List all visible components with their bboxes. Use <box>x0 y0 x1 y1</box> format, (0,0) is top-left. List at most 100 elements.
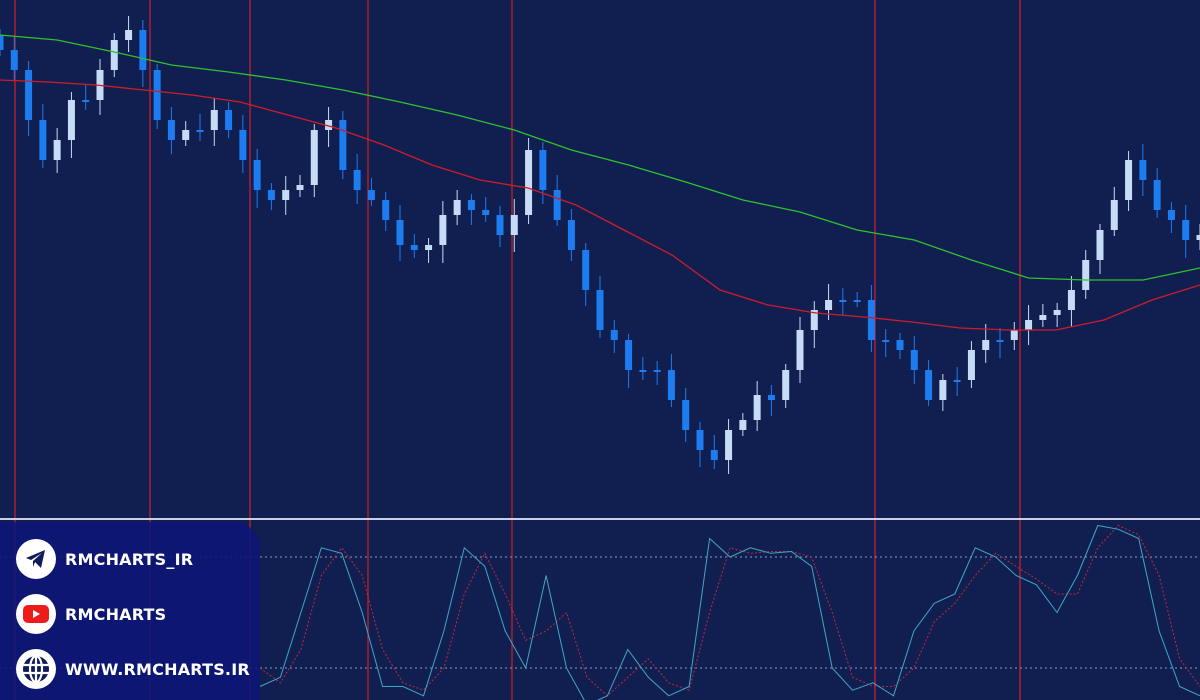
candle-body <box>1167 210 1175 220</box>
candle-body <box>167 120 175 140</box>
candle-body <box>1182 220 1190 240</box>
candle-body <box>782 370 790 400</box>
candle-body <box>25 70 33 120</box>
candle-body <box>796 330 804 370</box>
candle-body <box>996 340 1004 342</box>
candle-body <box>853 300 861 302</box>
candle-body <box>10 50 18 70</box>
candle-body <box>1082 260 1090 290</box>
candle-body <box>667 370 675 400</box>
youtube-icon <box>16 594 56 634</box>
candle-body <box>525 150 533 215</box>
candle-body <box>253 160 261 190</box>
candle-body <box>1053 310 1061 315</box>
candle-body <box>753 395 761 420</box>
candle-body <box>82 100 90 102</box>
candle-body <box>639 370 647 372</box>
candle-body <box>382 200 390 220</box>
candle-body <box>353 170 361 190</box>
youtube-label: RMCHARTS <box>65 604 167 624</box>
candle-body <box>225 110 233 130</box>
candle-body <box>1096 230 1104 260</box>
candle-body <box>582 250 590 290</box>
candle-body <box>282 190 290 200</box>
candle-body <box>267 190 275 200</box>
youtube-link[interactable]: RMCHARTS <box>16 594 166 634</box>
candle-body <box>1039 315 1047 320</box>
website-link[interactable]: WWW.RMCHARTS.IR <box>16 649 250 689</box>
candle-body <box>396 220 404 245</box>
candle-body <box>982 340 990 350</box>
candle-body <box>125 30 133 40</box>
candle-body <box>610 330 618 340</box>
candle-body <box>1139 160 1147 180</box>
candle-body <box>53 140 61 160</box>
candle-body <box>967 350 975 380</box>
candle-body <box>1196 235 1200 240</box>
candle-body <box>110 40 118 70</box>
candle-body <box>682 400 690 430</box>
candle-body <box>925 370 933 400</box>
candle-body <box>625 340 633 370</box>
candle-body <box>482 210 490 215</box>
candle-body <box>1067 290 1075 310</box>
candle-body <box>453 200 461 215</box>
candle-body <box>710 450 718 460</box>
telegram-label: RMCHARTS_IR <box>65 549 194 569</box>
candle-body <box>310 130 318 185</box>
candle-body <box>210 110 218 130</box>
candle-body <box>425 245 433 250</box>
candle-body <box>410 245 418 250</box>
candle-body <box>67 100 75 140</box>
candle-body <box>725 430 733 460</box>
candle-body <box>182 130 190 140</box>
candle-body <box>1025 320 1033 330</box>
candle-body <box>896 340 904 350</box>
candle-body <box>467 200 475 210</box>
candle-body <box>339 120 347 170</box>
candle-body <box>825 300 833 310</box>
telegram-link[interactable]: RMCHARTS_IR <box>16 539 193 579</box>
ma-fast-line <box>0 79 1200 331</box>
candle-body <box>910 350 918 370</box>
candles <box>0 16 1200 474</box>
candle-body <box>839 300 847 302</box>
candle-body <box>153 70 161 120</box>
candle-body <box>1153 180 1161 210</box>
candle-body <box>767 395 775 400</box>
session-separators <box>14 0 1021 700</box>
candle-body <box>1110 200 1118 230</box>
candle-body <box>239 130 247 160</box>
candle-body <box>953 380 961 382</box>
candle-body <box>653 370 661 372</box>
branding-panel: RMCHARTS_IR RMCHARTS WWW.RMCHARTS.IR <box>0 522 260 700</box>
candle-body <box>596 290 604 330</box>
candle-body <box>553 190 561 220</box>
candle-body <box>139 30 147 70</box>
ma-slow-line <box>0 34 1200 281</box>
candle-body <box>196 130 204 132</box>
candle-body <box>567 220 575 250</box>
candle-body <box>1125 160 1133 200</box>
candle-body <box>1010 330 1018 340</box>
candle-body <box>539 150 547 190</box>
candle-body <box>939 380 947 400</box>
candle-body <box>367 190 375 200</box>
candle-body <box>882 340 890 342</box>
candle-body <box>867 300 875 340</box>
candle-body <box>296 185 304 190</box>
candle-body <box>510 215 518 235</box>
telegram-icon <box>16 539 56 579</box>
candle-body <box>39 120 47 160</box>
globe-icon <box>16 649 56 689</box>
stoch-signal-line <box>259 524 1200 697</box>
candle-body <box>739 420 747 430</box>
candle-body <box>496 215 504 235</box>
candle-body <box>325 120 333 130</box>
website-label: WWW.RMCHARTS.IR <box>65 659 250 679</box>
candle-body <box>810 310 818 330</box>
candle-body <box>439 215 447 245</box>
stoch-main-line <box>259 524 1200 700</box>
candle-body <box>0 35 4 50</box>
candle-body <box>696 430 704 450</box>
